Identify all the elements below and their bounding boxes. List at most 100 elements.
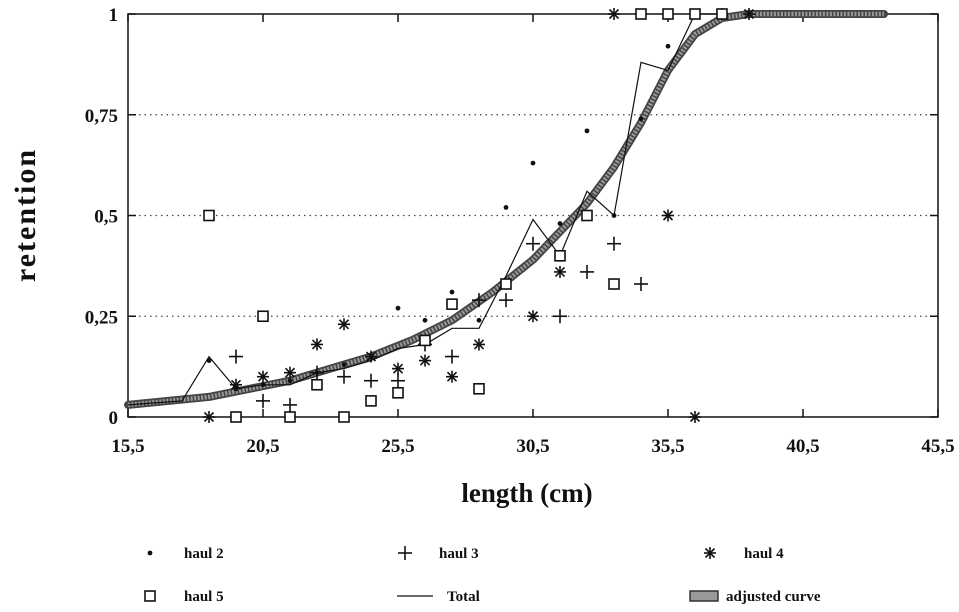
axis-ticks: 15,5 20,5 25,5 30,5 35,5 40,5 45,5 0 0,25 0,5 0,75… <box>85 5 955 457</box>
haul-5-point-7 <box>392 387 404 399</box>
legend-swatch-adjusted-curve <box>689 590 719 602</box>
haul-2-point-11 <box>503 205 509 210</box>
haul-5-point-1 <box>230 411 242 423</box>
haul-3-point-1 <box>256 393 270 408</box>
haul-5-point-13 <box>581 209 593 222</box>
haul-3-point-11 <box>526 236 540 251</box>
haul-3-point-13 <box>580 264 594 279</box>
haul-2-point-7 <box>395 305 401 311</box>
haul-4-point-2 <box>257 370 269 383</box>
haul-2-point-17 <box>665 43 671 49</box>
haul-5-point-12 <box>554 250 566 262</box>
series-haul-5 <box>203 8 728 423</box>
x-tick-label-4: 35,5 <box>651 436 684 457</box>
y-tick-label-4: 1 <box>109 5 119 26</box>
y-tick-label-2: 0,5 <box>94 207 118 228</box>
haul-2-point-2 <box>260 382 266 388</box>
y-tick-label-3: 0,75 <box>85 106 118 127</box>
y-tick-label-1: 0,25 <box>85 307 118 328</box>
haul-3-point-12 <box>553 309 567 324</box>
haul-4-point-5 <box>338 318 350 331</box>
haul-5-point-15 <box>635 8 647 20</box>
legend-swatch-haul-5 <box>144 590 156 602</box>
haul-4-point-9 <box>446 370 458 383</box>
legend-item-haul-3: haul 3 <box>398 546 479 562</box>
legend-label-haul-4: haul 4 <box>744 546 784 562</box>
haul-4-point-0 <box>203 411 215 423</box>
haul-3-point-10 <box>499 293 513 308</box>
haul-4-point-15 <box>689 411 701 423</box>
haul-4-point-3 <box>284 366 296 379</box>
y-axis-title: retention <box>9 148 42 282</box>
haul-2-point-15 <box>611 213 617 218</box>
series-total <box>127 13 722 406</box>
haul-5-point-3 <box>284 411 296 423</box>
haul-3-point-5 <box>364 373 378 388</box>
legend-label-total: Total <box>447 589 480 605</box>
haul-2-point-13 <box>557 221 563 226</box>
legend-item-haul-4: haul 4 <box>704 546 784 562</box>
haul-4-point-17 <box>743 8 755 20</box>
haul-3-point-6 <box>391 373 405 388</box>
haul-4-point-11 <box>527 310 539 323</box>
x-axis-title: length (cm) <box>461 478 592 508</box>
series-haul-4 <box>203 8 755 423</box>
haul-4-point-13 <box>608 8 620 20</box>
haul-5-point-10 <box>473 382 485 395</box>
haul-5-point-11 <box>500 278 512 290</box>
haul-3-point-0 <box>229 349 243 364</box>
haul-2-point-0 <box>206 358 212 363</box>
legend-item-adjusted-curve: adjusted curve <box>689 589 821 605</box>
x-tick-label-0: 15,5 <box>111 436 144 457</box>
haul-4-point-6 <box>365 350 377 363</box>
y-tick-label-0: 0 <box>109 408 119 429</box>
haul-5-point-9 <box>446 298 458 310</box>
grid-lines <box>128 114 938 317</box>
haul-4-point-8 <box>419 354 431 367</box>
haul-5-point-0 <box>203 209 215 222</box>
haul-5-point-17 <box>689 8 701 20</box>
legend-item-haul-2: haul 2 <box>147 546 224 562</box>
legend-label-adjusted-curve: adjusted curve <box>726 589 821 605</box>
haul-2-point-9 <box>449 289 455 295</box>
haul-2-point-8 <box>422 317 428 323</box>
legend-swatch-haul-3 <box>398 546 412 560</box>
x-tick-label-5: 40,5 <box>786 436 819 457</box>
haul-5-point-16 <box>662 8 674 20</box>
haul-2-point-12 <box>530 160 536 166</box>
x-tick-label-3: 30,5 <box>516 436 549 457</box>
legend-swatch-haul-2 <box>147 550 153 556</box>
haul-5-point-2 <box>257 310 269 323</box>
x-tick-label-6: 45,5 <box>921 436 954 457</box>
haul-3-point-15 <box>634 277 648 292</box>
haul-5-point-14 <box>608 278 620 290</box>
haul-2-point-10 <box>476 317 482 323</box>
haul-4-point-4 <box>311 338 323 351</box>
haul-3-point-9 <box>472 293 486 308</box>
x-tick-label-1: 20,5 <box>246 436 279 457</box>
haul-3-point-4 <box>337 369 351 384</box>
haul-5-point-4 <box>311 378 323 391</box>
haul-2-point-3 <box>287 378 293 384</box>
haul-4-point-1 <box>230 378 242 391</box>
haul-4-point-7 <box>392 362 404 375</box>
haul-4-point-10 <box>473 338 485 351</box>
haul-4-point-12 <box>554 265 566 278</box>
haul-3-point-3 <box>310 365 324 380</box>
haul-3-point-2 <box>283 397 297 412</box>
haul-3-point-14 <box>607 236 621 251</box>
series-haul-2 <box>206 11 725 392</box>
x-tick-label-2: 25,5 <box>381 436 414 457</box>
legend-item-haul-5: haul 5 <box>144 589 224 605</box>
legend-label-haul-2: haul 2 <box>184 546 224 562</box>
haul-2-point-5 <box>341 362 347 368</box>
legend-label-haul-5: haul 5 <box>184 589 224 605</box>
legend-item-total: Total <box>397 589 480 605</box>
legend-label-haul-3: haul 3 <box>439 546 479 562</box>
haul-5-point-18 <box>716 8 728 20</box>
haul-5-point-6 <box>365 395 377 407</box>
haul-4-point-14 <box>662 209 674 222</box>
legend: haul 2 haul 3 haul 4 haul 5 Total adjusted cu… <box>144 546 821 605</box>
total-line <box>127 13 722 406</box>
